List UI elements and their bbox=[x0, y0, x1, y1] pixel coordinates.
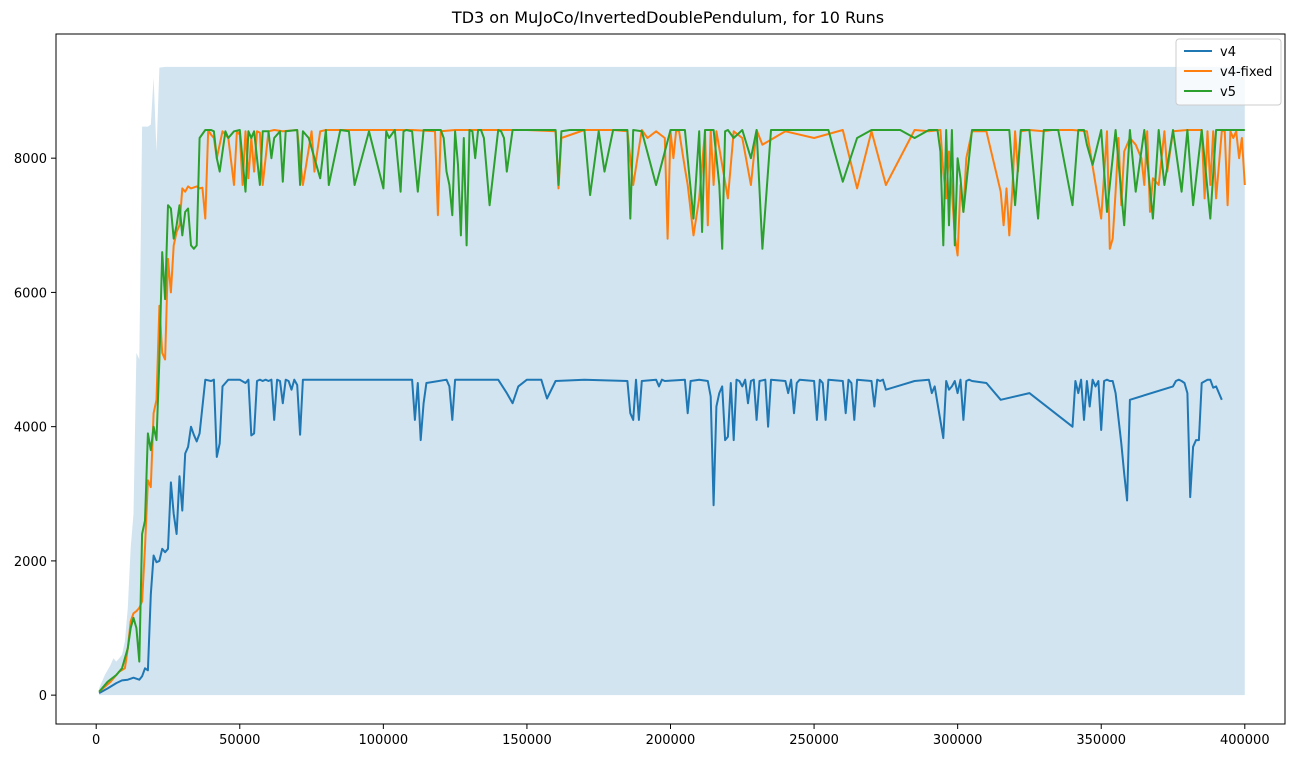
series-layer bbox=[98, 129, 1246, 694]
chart-title: TD3 on MuJoCo/InvertedDoublePendulum, fo… bbox=[451, 8, 884, 27]
x-tick-label: 350000 bbox=[1076, 733, 1126, 748]
legend-label-v4: v4 bbox=[1220, 45, 1236, 60]
series-line-v5 bbox=[98, 129, 1245, 693]
y-tick-label: 8000 bbox=[14, 152, 47, 167]
plot-area bbox=[98, 66, 1246, 696]
x-axis: 0 50000 100000 150000 200000 250000 300000 3500… bbox=[92, 724, 1270, 748]
x-tick-label: 250000 bbox=[789, 733, 839, 748]
y-tick-label: 4000 bbox=[14, 421, 47, 436]
y-tick-label: 2000 bbox=[14, 555, 47, 570]
series-line-v4-fixed bbox=[98, 129, 1246, 693]
plot-frame bbox=[55, 33, 1286, 725]
legend-box bbox=[1175, 38, 1282, 106]
y-tick-label: 6000 bbox=[14, 286, 47, 301]
y-axis: 0 2000 4000 6000 8000 bbox=[14, 152, 56, 704]
x-tick-label: 100000 bbox=[359, 733, 409, 748]
legend-label-v5: v5 bbox=[1220, 85, 1236, 100]
x-tick-label: 150000 bbox=[502, 733, 552, 748]
legend: v4 v4-fixed v5 bbox=[1175, 38, 1282, 106]
x-tick-label: 50000 bbox=[219, 733, 260, 748]
y-tick-label: 0 bbox=[39, 689, 47, 704]
x-tick-label: 300000 bbox=[933, 733, 983, 748]
series-line-v4 bbox=[98, 378, 1223, 694]
x-tick-label: 0 bbox=[92, 733, 100, 748]
x-tick-label: 400000 bbox=[1220, 733, 1270, 748]
legend-label-v4-fixed: v4-fixed bbox=[1220, 65, 1272, 80]
x-tick-label: 200000 bbox=[646, 733, 696, 748]
